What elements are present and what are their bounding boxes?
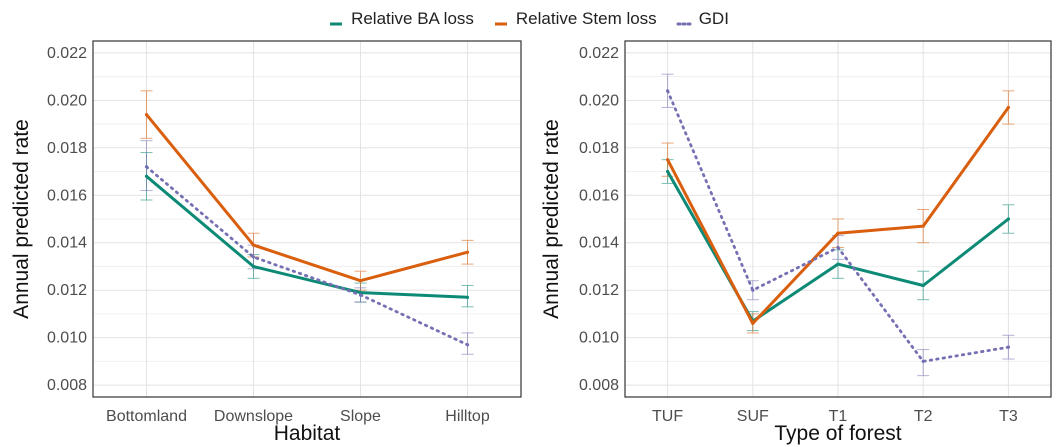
data-point [666,89,670,93]
data-point [465,295,470,299]
data-point [358,279,363,283]
data-point [251,264,256,269]
panel-border [624,40,1052,398]
y-tick-label: 0.022 [579,45,619,62]
x-tick-label: Downslope [214,408,293,425]
x-tick-label: T3 [999,408,1018,425]
legend-key [327,14,345,26]
y-tick-label: 0.008 [47,377,87,394]
y-tick-label: 0.012 [47,282,87,299]
x-tick-label: Bottomland [106,408,187,425]
data-point [836,245,840,250]
data-point [751,321,755,326]
x-tick-label: Hilltop [445,408,490,425]
data-point [465,343,470,347]
legend-label: Relative BA loss [351,9,474,28]
data-point [836,262,840,266]
y-tick-label: 0.020 [47,92,87,109]
data-point [836,231,840,235]
series-line-2 [145,113,468,283]
x-tick-label: Slope [340,408,381,425]
series-line-3 [145,165,469,347]
legend: Relative BA loss Relative Stem loss GDI [0,6,1056,32]
y-tick-label: 0.020 [579,92,619,109]
data-point [465,250,470,254]
data-point [921,359,925,363]
y-tick-label: 0.010 [579,330,619,347]
data-point [666,158,670,162]
legend-item: Relative Stem loss [492,9,657,29]
legend-key [492,14,510,26]
y-tick-label: 0.014 [579,235,619,252]
y-tick-label: 0.012 [579,282,619,299]
y-tick-label: 0.016 [579,187,619,204]
y-tick-label: 0.022 [47,45,87,62]
y-tick-label: 0.014 [47,235,87,252]
data-point [1006,105,1011,110]
legend-label: Relative Stem loss [515,9,657,28]
data-point [144,112,149,117]
data-point [1006,345,1011,349]
legend-item: GDI [675,9,729,29]
y-axis-title: Annual predicted rate [540,119,563,319]
y-tick-label: 0.008 [579,377,619,394]
x-tick-label: SUF [737,408,769,425]
data-point [358,290,363,295]
y-tick-label: 0.018 [47,140,87,157]
data-point [144,174,149,178]
data-point [144,165,149,169]
data-point [751,288,755,292]
data-point [251,255,256,259]
y-tick-label: 0.016 [47,187,87,204]
series-line-1 [145,175,468,299]
legend-label: GDI [698,9,729,28]
data-point [251,243,256,247]
data-point [921,224,925,228]
data-point [358,293,363,297]
y-tick-label: 0.010 [47,330,87,347]
x-axis-title: Type of forest [774,422,901,445]
x-tick-label: T1 [829,408,848,425]
y-axis-title: Annual predicted rate [10,119,33,319]
x-tick-label: TUF [652,408,683,425]
data-point [1006,217,1011,221]
panel-border [92,40,522,398]
chart-panel-1: 0.008 0.010 0.012 0.014 0.016 0.018 0.020 0.022… [10,40,522,445]
y-tick-label: 0.018 [579,140,619,157]
legend-item: Relative BA loss [327,9,474,29]
data-point [666,169,670,174]
data-point [921,283,925,288]
x-axis-title: Habitat [274,422,341,445]
legend-key [675,14,693,26]
chart-panel-2: 0.008 0.010 0.012 0.014 0.016 0.018 0.020 0.022… [540,40,1052,445]
x-tick-label: T2 [914,408,933,425]
